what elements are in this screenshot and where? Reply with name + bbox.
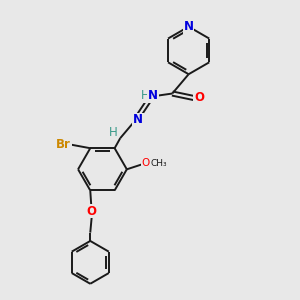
- Text: CH₃: CH₃: [150, 159, 167, 168]
- Text: O: O: [141, 158, 150, 168]
- Text: N: N: [148, 89, 158, 102]
- Text: Br: Br: [56, 138, 71, 151]
- Text: H: H: [141, 89, 149, 102]
- Text: O: O: [194, 92, 204, 104]
- Text: O: O: [87, 205, 97, 218]
- Text: N: N: [133, 113, 143, 127]
- Text: N: N: [184, 20, 194, 33]
- Text: H: H: [109, 126, 117, 139]
